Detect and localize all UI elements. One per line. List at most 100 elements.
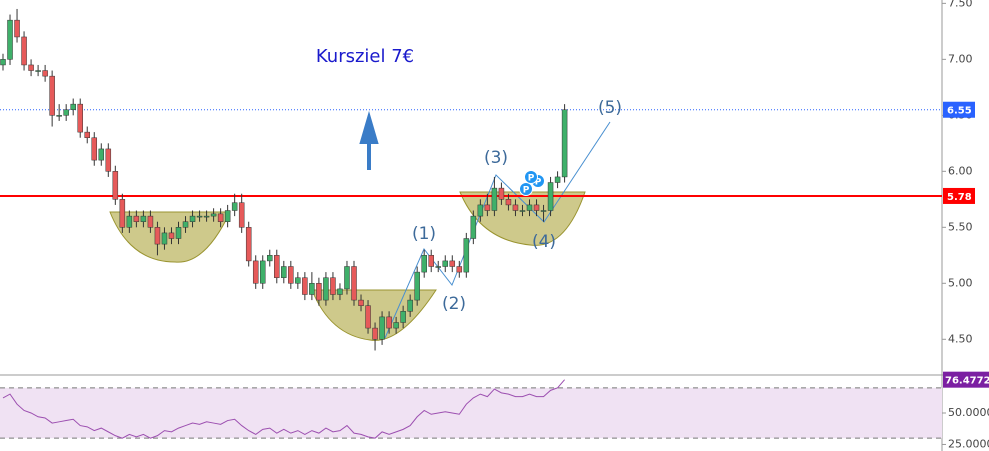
- candle-body: [56, 115, 62, 117]
- candle-body: [105, 148, 112, 172]
- flag-label: P: [523, 186, 530, 196]
- candle-body: [351, 266, 357, 301]
- candle-body: [168, 232, 175, 239]
- price-label-box: [943, 187, 975, 204]
- candle-body: [512, 204, 519, 211]
- candle-body: [231, 202, 238, 211]
- candle-body: [365, 305, 371, 329]
- candle-body: [337, 288, 343, 295]
- candle-body: [28, 64, 34, 71]
- candle-body: [0, 59, 6, 66]
- candle-body: [203, 215, 210, 218]
- candle-body: [435, 266, 441, 268]
- price-label: 5.78: [947, 192, 972, 203]
- candle-body: [323, 277, 329, 301]
- price-label-box: [943, 101, 975, 118]
- flag-label: P: [535, 178, 542, 188]
- candle-body: [91, 137, 98, 161]
- candle-body: [554, 176, 561, 183]
- candle-body: [182, 221, 189, 228]
- candle-body: [309, 283, 315, 295]
- candle-body: [519, 210, 526, 212]
- candle-body: [358, 299, 364, 306]
- candle-body: [77, 103, 83, 133]
- rsi-line: [2, 379, 565, 439]
- candle-body: [484, 204, 491, 211]
- candle-body: [196, 215, 203, 218]
- price-label: 6.55: [947, 106, 972, 117]
- rsi-label-box: [943, 371, 989, 388]
- flag-icon: [519, 182, 533, 196]
- arrow: [359, 110, 379, 170]
- y-tick-label: 7.50: [948, 0, 973, 9]
- candle-body: [372, 327, 378, 340]
- candle-body: [330, 277, 336, 295]
- candle-body: [126, 215, 133, 228]
- rsi-band: [0, 387, 942, 439]
- y-tick-label: 4.50: [948, 332, 973, 345]
- candle-body: [70, 103, 76, 110]
- candle-body: [470, 215, 477, 239]
- candle-body: [386, 316, 392, 329]
- candle-body: [463, 238, 470, 273]
- wave-label: (2): [442, 294, 466, 314]
- candle-body: [35, 70, 41, 72]
- candle-body: [267, 255, 273, 262]
- cup-shape: [311, 289, 437, 341]
- candle-body: [161, 232, 168, 245]
- candle-body: [344, 266, 350, 290]
- candle-body: [491, 187, 498, 211]
- candle-body: [49, 75, 55, 116]
- candle-body: [147, 215, 154, 228]
- candle-body: [98, 148, 105, 161]
- candle-body: [288, 266, 294, 284]
- candle-body: [217, 213, 224, 222]
- candle-body: [316, 283, 322, 301]
- wave-label: (4): [532, 232, 556, 252]
- candle-body: [14, 19, 20, 38]
- flag-label: P: [528, 174, 535, 184]
- candle-body: [84, 131, 90, 138]
- candle-body: [140, 215, 147, 222]
- wave-label: (3): [484, 148, 508, 168]
- wave-label: (5): [598, 98, 622, 118]
- rsi-value-label: 76.4772: [945, 376, 989, 387]
- candle-body: [210, 213, 217, 217]
- chart-title: Kursziel 7€: [316, 46, 414, 67]
- y-tick-label: 25.0000: [948, 437, 989, 450]
- wave-label: (1): [412, 224, 436, 244]
- candle-body: [505, 199, 512, 206]
- candle-body: [119, 199, 126, 228]
- candle-body: [449, 260, 456, 267]
- y-tick-label: 5.50: [948, 220, 973, 233]
- candle-body: [112, 171, 119, 200]
- candle-body: [21, 36, 27, 66]
- candle-body: [526, 204, 533, 211]
- candle-body: [393, 322, 399, 329]
- y-tick-label: 50.0000: [948, 406, 989, 419]
- candle-body: [400, 311, 406, 323]
- candle-body: [274, 255, 280, 278]
- candle-body: [561, 109, 568, 178]
- y-tick-label: 7.00: [948, 52, 973, 65]
- candle-body: [42, 70, 48, 77]
- candle-body: [224, 210, 231, 222]
- candle-body: [302, 277, 308, 295]
- candle-body: [547, 182, 554, 211]
- flag-icon: [524, 170, 538, 184]
- candle-body: [189, 215, 196, 222]
- y-tick-label: 6.00: [948, 164, 973, 177]
- candle-body: [379, 316, 385, 340]
- candle-body: [533, 204, 540, 211]
- patterns: [109, 110, 611, 341]
- candle-body: [498, 187, 505, 200]
- candle-body: [442, 260, 449, 267]
- candle-body: [407, 299, 413, 312]
- candle-body: [238, 202, 245, 228]
- candle-body: [154, 227, 161, 245]
- candle-body: [259, 260, 266, 284]
- candle-body: [477, 204, 484, 217]
- candle-body: [252, 260, 259, 284]
- candle-body: [63, 109, 69, 116]
